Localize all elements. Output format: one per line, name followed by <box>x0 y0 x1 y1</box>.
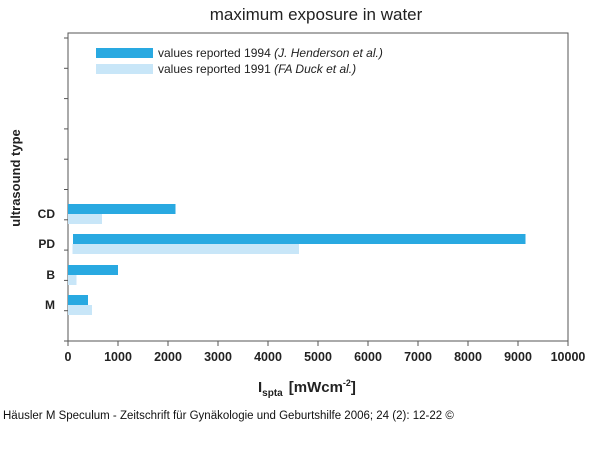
x-tick-label: 9000 <box>504 350 532 364</box>
x-tick-label: 5000 <box>304 350 332 364</box>
legend-swatch-1 <box>96 64 153 74</box>
x-tick-label: 8000 <box>454 350 482 364</box>
x-tick-label: 3000 <box>204 350 232 364</box>
bars <box>68 204 526 315</box>
x-tick-label: 0 <box>65 350 72 364</box>
category-label-m: M <box>45 298 55 312</box>
category-label-pd: PD <box>38 237 55 251</box>
x-tick-label: 6000 <box>354 350 382 364</box>
category-label-b: B <box>46 268 55 282</box>
x-tick-label: 1000 <box>104 350 132 364</box>
legend-swatch-0 <box>96 48 153 58</box>
legend: values reported 1994 (J. Henderson et al… <box>96 46 383 76</box>
bar-1991-b <box>68 275 77 285</box>
x-tick-label: 10000 <box>551 350 586 364</box>
x-axis-label-unit-end: ] <box>351 379 356 396</box>
x-tick-label: 4000 <box>254 350 282 364</box>
x-axis-label-subscript: spta <box>262 388 283 399</box>
chart-title: maximum exposure in water <box>210 5 423 24</box>
category-label-cd: CD <box>38 207 56 221</box>
x-tick-label: 2000 <box>154 350 182 364</box>
legend-label-1: values reported 1991 (FA Duck et al.) <box>158 62 356 76</box>
y-axis: M B PD CD <box>38 37 68 342</box>
x-axis-label-unit: [mWcm <box>289 379 343 396</box>
bar-1994-m <box>68 295 88 305</box>
bar-1991-m <box>68 305 92 315</box>
plot-area <box>67 32 569 342</box>
source-caption: Häusler M Speculum - Zeitschrift für Gyn… <box>3 410 454 422</box>
bar-1991-cd <box>68 214 102 224</box>
x-axis-label: Ispta [mWcm-2] <box>258 378 356 399</box>
bar-1994-b <box>68 265 118 275</box>
bar-1991-pd <box>72 244 299 254</box>
x-axis-label-unit-sup: -2 <box>343 378 351 388</box>
y-axis-label: ultrasound type <box>8 129 23 227</box>
x-axis: 0 1000 2000 3000 4000 5000 6000 7000 8000 9000 100… <box>65 341 586 364</box>
bar-1994-cd <box>68 204 176 214</box>
legend-label-0: values reported 1994 (J. Henderson et al… <box>158 46 383 60</box>
x-tick-label: 7000 <box>404 350 432 364</box>
bar-1994-pd <box>73 234 526 244</box>
x-axis-label-main: I <box>258 379 262 396</box>
chart: maximum exposure in water values reporte… <box>8 5 586 399</box>
